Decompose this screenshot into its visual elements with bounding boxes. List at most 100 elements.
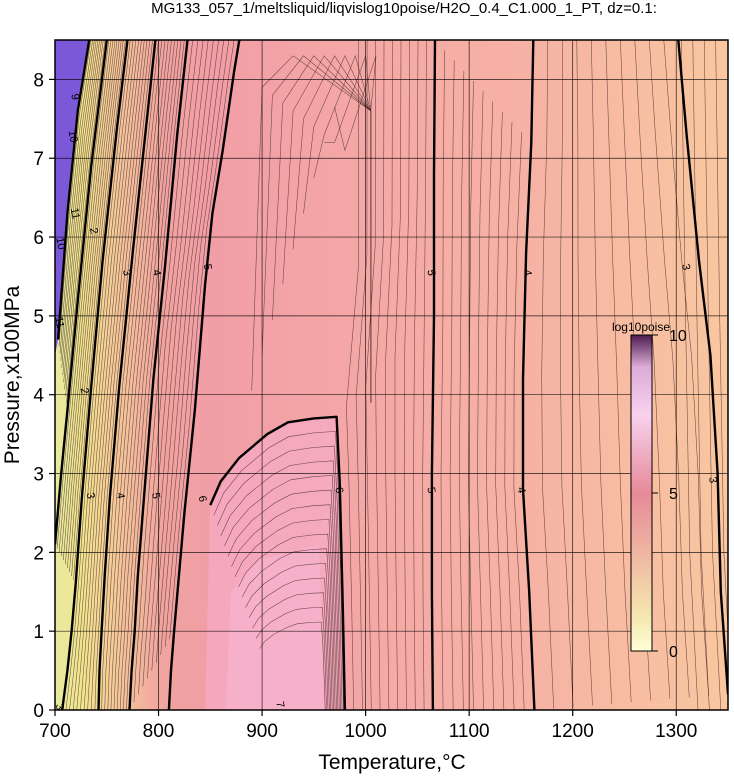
- minor-contour: [90, 40, 151, 710]
- lobe-minor-contour: [255, 607, 327, 710]
- contour-value-label: 2: [78, 387, 91, 395]
- minor-contour: [80, 40, 142, 710]
- contour-value-label: 5: [201, 263, 214, 271]
- contour-value-label: 3: [53, 703, 66, 711]
- lobe-minor-contour: [238, 533, 334, 710]
- minor-contour: [73, 40, 126, 580]
- minor-contour: [66, 40, 106, 404]
- minor-contour: [94, 40, 153, 710]
- x-tick-label: 1200: [552, 721, 594, 742]
- y-tick-label: 2: [33, 543, 44, 564]
- contour-value-label: 2: [87, 227, 100, 235]
- minor-contour: [69, 40, 134, 710]
- minor-contour: [634, 40, 671, 700]
- contour-value-label: 4: [515, 486, 528, 494]
- minor-contour: [60, 40, 114, 557]
- x-tick-label: 1100: [449, 721, 490, 742]
- x-tick-label: 1000: [344, 721, 386, 742]
- minor-contour: [101, 40, 159, 710]
- colorbar-title: log10poise: [612, 320, 670, 334]
- minor-contour: [64, 40, 102, 390]
- upper-lobe-minor-contour: [334, 55, 377, 403]
- minor-contour: [138, 40, 199, 695]
- lobe-minor-contour: [241, 548, 333, 710]
- minor-contour: [113, 40, 172, 710]
- minor-contour: [107, 40, 166, 710]
- minor-contour: [58, 40, 92, 347]
- contour-value-label: 6: [196, 495, 209, 503]
- x-axis-title: Temperature,°C: [318, 751, 465, 774]
- contour-value-label: 3: [84, 492, 97, 500]
- minor-contour: [83, 40, 145, 710]
- minor-contour: [541, 40, 554, 709]
- colorbar-tick-label: 0: [669, 644, 678, 661]
- major-contour: [61, 40, 129, 710]
- major-contour: [128, 40, 189, 710]
- contour-value-label: 11: [68, 207, 82, 220]
- minor-contour: [156, 40, 219, 663]
- minor-contour: [56, 40, 110, 549]
- y-tick-label: 3: [33, 465, 44, 486]
- minor-contour: [76, 40, 139, 710]
- y-tick-label: 0: [33, 701, 44, 722]
- plot-background: [55, 40, 728, 710]
- lobe-minor-contour: [227, 489, 339, 710]
- lobe-minor-contour: [220, 460, 341, 710]
- minor-contour: [69, 40, 122, 573]
- minor-contour: [65, 40, 131, 710]
- minor-contour: [477, 91, 484, 710]
- contour-value-label: 4: [150, 269, 163, 277]
- colorbar-gradient-bar: [630, 334, 653, 652]
- minor-contour: [116, 40, 175, 710]
- contour-value-label: 7: [273, 701, 286, 709]
- minor-contour: [375, 40, 385, 710]
- chart-title: MG133_057_1/meltsliquid/liqvislog10poise…: [151, 0, 657, 17]
- minor-contour: [649, 40, 690, 698]
- axis-ticks: 700 800 900 1000 1100 1200 1300 0 1 2 3 4 5 6 7 8: [33, 70, 697, 742]
- major-contour: [677, 40, 728, 695]
- lobe-minor-contour: [252, 592, 329, 710]
- lobe-minor-contour: [234, 519, 336, 710]
- minor-contour: [63, 40, 100, 383]
- minor-contour: [495, 111, 505, 710]
- minor-contour: [346, 40, 359, 710]
- lobe-minor-contour: [213, 431, 344, 710]
- x-tick-label: 1300: [655, 721, 697, 742]
- minor-contour: [65, 40, 104, 397]
- contour-value-label: 5: [149, 492, 162, 500]
- minor-contour: [605, 40, 632, 703]
- lobe-minor-contour: [259, 621, 326, 710]
- colorbar: log10poise 0 5 10: [612, 320, 687, 661]
- contour-value-label: 4: [114, 492, 127, 500]
- contour-value-label: 3: [679, 263, 692, 271]
- minor-contour: [513, 132, 525, 710]
- minor-contour: [147, 40, 209, 679]
- minor-contour: [440, 50, 445, 710]
- x-tick-label: 700: [39, 721, 71, 742]
- minor-contour: [123, 40, 182, 710]
- minor-contour: [63, 40, 116, 561]
- lobe-minor-contour: [248, 577, 330, 710]
- major-contour: [209, 415, 347, 710]
- minor-contour: [104, 40, 163, 710]
- minor-contour: [504, 121, 515, 710]
- minor-contour: [394, 40, 402, 710]
- y-tick-label: 8: [33, 70, 44, 91]
- minor-contour: [160, 40, 225, 655]
- minor-contour: [61, 40, 97, 368]
- lobe-minor-contour: [224, 475, 340, 710]
- major-contour: [97, 40, 157, 710]
- minor-contour: [413, 40, 419, 710]
- major-contour: [430, 40, 437, 710]
- lobe-core-region: [225, 544, 325, 710]
- high-viscosity-region: [55, 40, 90, 356]
- y-axis-title: Pressure,x100MPa: [1, 285, 24, 464]
- minor-contour: [591, 40, 613, 704]
- minor-contour: [72, 40, 137, 710]
- plot-frame: [54, 39, 729, 711]
- contour-value-label: 3: [120, 269, 133, 277]
- colorbar-tick-label: 5: [669, 486, 678, 503]
- minor-contour: [87, 40, 148, 710]
- minor-contour: [403, 40, 410, 710]
- y-tick-label: 6: [33, 228, 44, 249]
